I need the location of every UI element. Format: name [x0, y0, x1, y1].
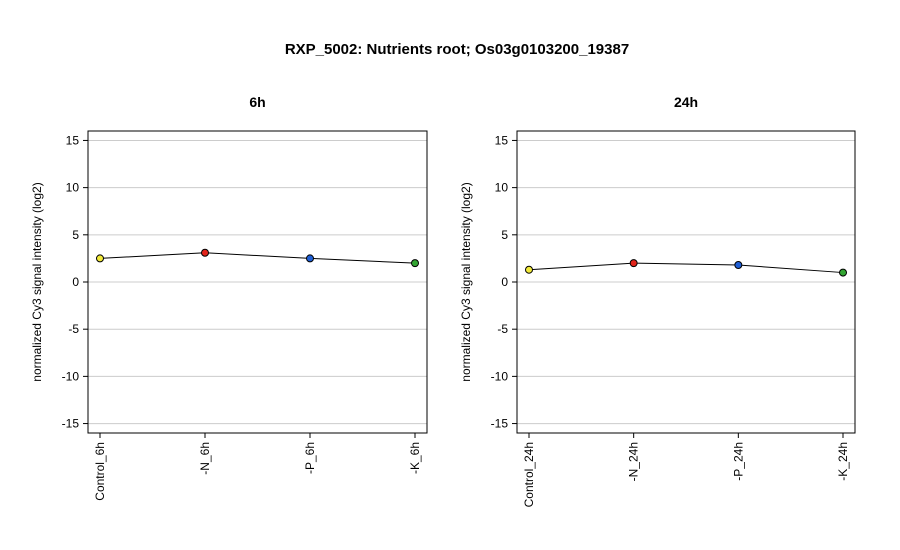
data-point: [734, 261, 743, 270]
y-tick-label: 5: [72, 228, 79, 242]
y-tick-label: -15: [491, 417, 509, 431]
y-tick-label: 0: [72, 275, 79, 289]
y-tick-label: -5: [68, 322, 79, 336]
y-tick-label: -15: [62, 417, 80, 431]
data-point: [525, 265, 533, 274]
series-line: [528, 262, 844, 274]
data-point: [839, 268, 847, 277]
y-tick-label: 10: [495, 181, 509, 195]
data-point: [96, 254, 104, 263]
x-tick-label: -N_6h: [198, 442, 212, 475]
panel-title: 6h: [249, 94, 265, 110]
data-point: [306, 254, 314, 263]
data-point: [629, 259, 638, 268]
y-axis-label: normalized Cy3 signal intensity (log2): [30, 182, 44, 381]
data-point: [201, 248, 209, 257]
y-tick-label: -10: [491, 369, 509, 383]
y-tick-label: 0: [501, 275, 508, 289]
x-tick-label: -N_24h: [627, 442, 641, 481]
y-tick-label: 10: [66, 181, 80, 195]
y-tick-label: 5: [501, 228, 508, 242]
x-tick-label: -K_24h: [836, 442, 850, 481]
y-tick-label: 15: [495, 133, 509, 147]
panels: 6h -15 -10 -5 0 5 10 15 normalized Cy3 signal in…: [30, 94, 856, 507]
y-tick-label: -10: [62, 369, 80, 383]
y-tick-label: 15: [66, 133, 80, 147]
figure-title: RXP_5002: Nutrients root; Os03g0103200_1…: [285, 41, 629, 58]
panel-title: 24h: [674, 94, 698, 110]
x-tick-label: -K_6h: [408, 442, 422, 474]
x-tick-label: Control_24h: [522, 442, 536, 507]
y-axis-label: normalized Cy3 signal intensity (log2): [459, 182, 473, 381]
chart-panel-0: 6h -15 -10 -5 0 5 10 15 normalized Cy3 signal in…: [30, 94, 428, 501]
chart-panel-1: 24h -15 -10 -5 0 5 10 15 normalized Cy3 signal i…: [459, 94, 856, 507]
series-line: [99, 252, 416, 264]
x-tick-label: -P_6h: [303, 442, 317, 474]
x-tick-label: -P_24h: [731, 442, 745, 481]
data-point: [411, 259, 419, 268]
y-tick-label: -5: [497, 322, 508, 336]
x-tick-label: Control_6h: [93, 442, 107, 501]
